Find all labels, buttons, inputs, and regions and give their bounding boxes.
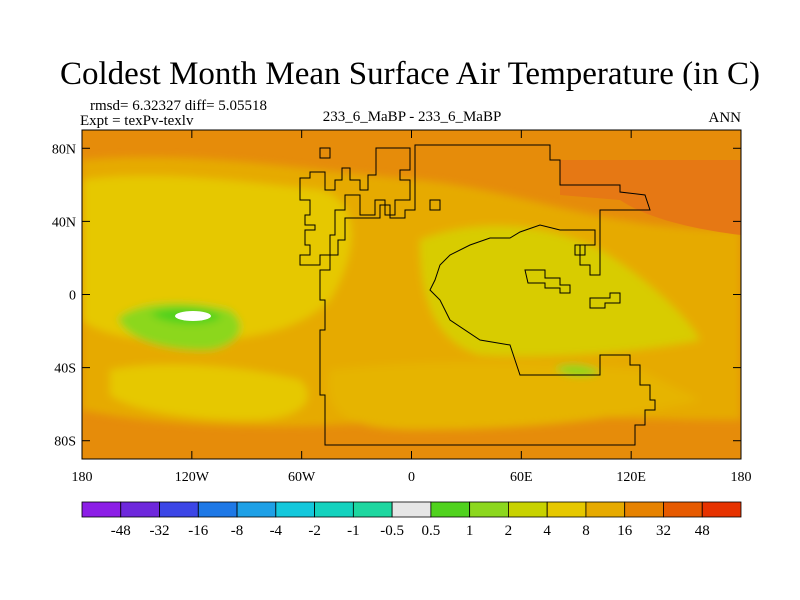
colorbar-swatch — [701, 501, 742, 518]
colorbar-swatch — [352, 501, 393, 518]
colorbar-swatch — [197, 501, 238, 518]
colorbar-label: 2 — [505, 523, 513, 539]
x-tick-label: 120W — [175, 470, 210, 485]
y-tick-label: 80N — [52, 142, 76, 157]
stats-text: rmsd= 6.32327 diff= 5.05518 — [90, 98, 267, 114]
colorbar-swatch — [508, 501, 548, 518]
continent-outline-west — [299, 147, 411, 266]
map-plot — [82, 130, 741, 459]
colorbar-swatch — [391, 501, 432, 518]
axis-tick-labels: 180 120W 60W 0 60E 120E 180 80N 40N 0 40S 80S — [52, 142, 752, 485]
colorbar-label: -48 — [111, 523, 131, 539]
contour-fill-neg0.5 — [175, 311, 211, 321]
x-tick-label: 0 — [408, 470, 415, 485]
center-label: 233_6_MaBP - 233_6_MaBP — [323, 109, 502, 125]
colorbar-swatch — [314, 501, 354, 518]
chart-title: Coldest Month Mean Surface Air Temperatu… — [60, 56, 760, 92]
colorbar-label: 16 — [617, 523, 633, 539]
colorbar-swatch — [624, 501, 664, 518]
colorbar-label: 4 — [543, 523, 551, 539]
colorbar-swatch — [663, 501, 703, 518]
colorbar — [81, 501, 742, 518]
y-tick-label: 80S — [54, 435, 76, 450]
colorbar-label: -2 — [308, 523, 321, 539]
colorbar-label: -8 — [231, 523, 244, 539]
continent-outline-main — [319, 144, 656, 446]
colorbar-label: -4 — [270, 523, 283, 539]
contour-fill-4-sw — [110, 364, 308, 420]
continent-outline-islands — [429, 199, 621, 309]
colorbar-label: -0.5 — [380, 523, 404, 539]
colorbar-label: 8 — [582, 523, 590, 539]
colorbar-label: 0.5 — [422, 523, 441, 539]
x-tick-label: 180 — [731, 470, 752, 485]
colorbar-label: 32 — [656, 523, 671, 539]
colorbar-swatch — [236, 501, 277, 518]
season-label: ANN — [709, 110, 742, 126]
colorbar-swatch — [546, 501, 587, 518]
y-tick-label: 0 — [69, 289, 76, 304]
colorbar-swatch — [275, 501, 315, 518]
colorbar-swatch — [120, 501, 160, 518]
x-tick-label: 180 — [72, 470, 93, 485]
contour-fill-8-south — [328, 362, 700, 430]
colorbar-label: -1 — [347, 523, 360, 539]
y-tick-label: 40N — [52, 215, 76, 230]
colorbar-swatch — [430, 501, 471, 518]
contour-fill-32-ne — [560, 160, 741, 235]
contour-fill-1-small — [555, 364, 600, 377]
x-tick-label: 120E — [616, 470, 646, 485]
x-tick-label: 60E — [510, 470, 533, 485]
colorbar-swatch — [585, 501, 626, 518]
colorbar-label: 48 — [695, 523, 710, 539]
colorbar-swatch — [469, 501, 509, 518]
colorbar-label: -32 — [150, 523, 170, 539]
colorbar-swatch — [159, 501, 199, 518]
expt-label: Expt = texPv-texlv — [80, 113, 194, 129]
colorbar-label: -16 — [188, 523, 208, 539]
colorbar-labels: -48 -32 -16 -8 -4 -2 -1 -0.5 0.5 1 2 4 8 16 32 48 — [111, 523, 710, 539]
contour-fill-4-west — [82, 175, 352, 342]
colorbar-label: 1 — [466, 523, 474, 539]
colorbar-swatch — [81, 501, 122, 518]
y-tick-label: 40S — [54, 362, 76, 377]
axis-ticks — [81, 130, 742, 459]
x-tick-label: 60W — [288, 470, 316, 485]
